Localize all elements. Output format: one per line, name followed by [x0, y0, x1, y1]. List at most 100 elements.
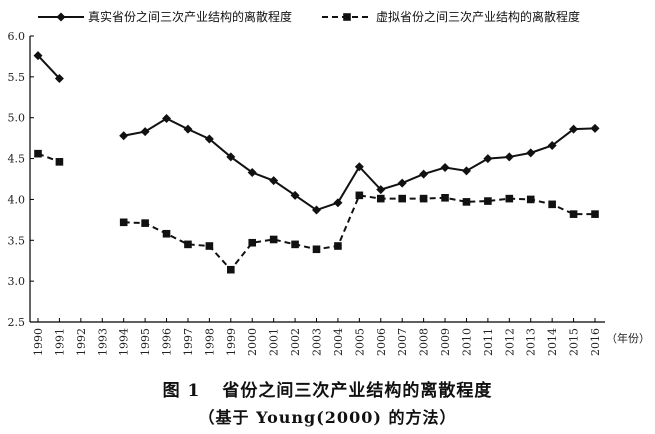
series-line [123, 194, 595, 272]
series-layer [33, 51, 600, 274]
y-tick-label: 4.5 [8, 153, 26, 166]
data-point-diamond [290, 190, 300, 200]
data-point-square [376, 194, 385, 203]
legend-marker-diamond [56, 12, 66, 22]
x-tick-label: 2007 [396, 328, 409, 356]
data-point-diamond [312, 205, 321, 215]
x-tick-label: 2005 [353, 328, 366, 356]
series-line [37, 54, 61, 80]
axes [29, 36, 605, 323]
y-axis-ticks: 2.5 3.0 3.5 4.0 4.5 5.0 5.5 6.0 [8, 30, 34, 329]
data-point-diamond [247, 167, 257, 177]
data-point-diamond [504, 152, 514, 162]
data-point-diamond [569, 124, 579, 134]
x-tick-label: 2010 [460, 328, 473, 356]
legend: 真实省份之间三次产业结构的离散程度 虚拟省份之间三次产业结构的离散程度 [38, 9, 580, 24]
data-point-square [591, 210, 599, 218]
data-point-diamond [269, 176, 279, 186]
x-tick-label: 2008 [418, 328, 431, 356]
x-tick-label: 1995 [139, 328, 152, 356]
figure-number: 图 1 [162, 381, 201, 401]
data-point-square [419, 194, 428, 203]
y-tick-label: 6.0 [8, 30, 26, 43]
series-2 [34, 149, 599, 274]
x-tick-label: 2000 [246, 328, 259, 356]
data-point-diamond [140, 127, 150, 137]
figure-caption-title: 图 1 省份之间三次产业结构的离散程度 [0, 376, 655, 401]
data-point-square [141, 219, 149, 227]
data-point-square [184, 240, 192, 249]
legend-item-1: 真实省份之间三次产业结构的离散程度 [38, 9, 292, 24]
data-point-diamond [397, 178, 407, 188]
y-tick-label: 5.0 [8, 112, 26, 125]
data-point-square [484, 197, 492, 205]
data-point-diamond [354, 162, 364, 172]
data-point-diamond [440, 163, 450, 173]
data-point-diamond [461, 166, 471, 176]
chart: 真实省份之间三次产业结构的离散程度 虚拟省份之间三次产业结构的离散程度 2.5 3.… [8, 9, 651, 356]
data-point-square [205, 242, 214, 250]
x-tick-label: 1996 [161, 328, 174, 356]
y-tick-label: 3.0 [8, 275, 26, 288]
x-tick-label: 2009 [439, 328, 452, 356]
x-tick-label: 1998 [203, 328, 216, 356]
x-tick-label: 2016 [589, 328, 602, 356]
x-tick-label: 2003 [311, 328, 324, 356]
data-point-square [334, 242, 342, 250]
x-tick-label: 1991 [53, 328, 66, 356]
x-tick-label: 2004 [332, 328, 345, 356]
data-point-diamond [183, 124, 193, 134]
data-point-square [398, 194, 406, 203]
data-point-square [55, 158, 64, 166]
data-point-square [119, 218, 128, 227]
y-tick-label: 3.5 [8, 234, 26, 247]
x-tick-label: 2001 [268, 328, 281, 356]
x-tick-label: 2013 [525, 328, 538, 356]
data-point-diamond [547, 140, 557, 150]
data-point-square [248, 238, 257, 247]
legend-marker-square [343, 13, 351, 21]
data-point-square [227, 265, 235, 274]
data-point-square [34, 149, 42, 158]
data-point-diamond [376, 185, 386, 195]
y-tick-label: 5.5 [8, 71, 26, 84]
data-point-diamond [226, 152, 236, 162]
data-point-diamond [119, 131, 129, 141]
data-point-diamond [333, 198, 343, 208]
data-point-square [291, 240, 299, 249]
x-tick-label: 1990 [32, 328, 45, 356]
x-axis-unit-label: （年份） [606, 331, 650, 345]
data-point-square [355, 191, 364, 200]
y-tick-label: 2.5 [8, 316, 26, 329]
legend-item-2: 虚拟省份之间三次产业结构的离散程度 [322, 9, 580, 24]
data-point-diamond [590, 123, 600, 133]
data-point-diamond [483, 154, 493, 164]
x-tick-label: 1993 [96, 328, 109, 356]
legend-label: 虚拟省份之间三次产业结构的离散程度 [376, 9, 580, 24]
y-tick-label: 4.0 [8, 193, 26, 206]
x-tick-label: 2012 [503, 328, 516, 356]
x-tick-label: 1992 [75, 328, 88, 356]
data-point-square [526, 195, 535, 204]
x-axis-ticks: 1990 1991 1992 1993 1994 1995 1996 1997 1998 1999… [32, 318, 602, 356]
figure-caption-subtitle: （基于 Young(2000) 的方法） [198, 408, 457, 427]
x-tick-label: 2006 [375, 328, 388, 356]
data-point-square [548, 200, 556, 209]
figure-title: 省份之间三次产业结构的离散程度 [222, 381, 493, 401]
data-point-diamond [54, 73, 64, 83]
data-point-diamond [33, 51, 43, 61]
x-tick-label: 2002 [289, 328, 302, 356]
data-point-square [269, 235, 278, 244]
data-point-diamond [162, 114, 172, 124]
data-point-square [162, 229, 171, 238]
data-point-square [505, 194, 514, 203]
data-point-square [441, 193, 449, 202]
data-point-square [312, 245, 321, 254]
x-tick-label: 1999 [225, 328, 238, 356]
data-point-diamond [204, 134, 214, 144]
data-point-square [569, 210, 578, 218]
x-tick-label: 1994 [118, 328, 131, 356]
x-tick-label: 2011 [482, 328, 495, 356]
x-tick-label: 1997 [182, 328, 195, 356]
data-point-diamond [526, 148, 536, 158]
